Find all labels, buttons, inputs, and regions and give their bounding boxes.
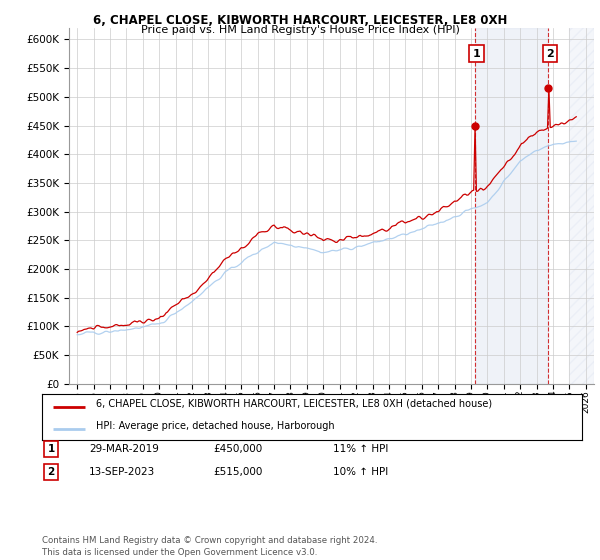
Point (544, 84, 553, 93)
Text: 11% ↑ HPI: 11% ↑ HPI (333, 444, 388, 454)
Text: 1: 1 (47, 444, 55, 454)
Text: 2: 2 (546, 49, 554, 59)
Bar (569, 28, 594, 384)
Text: 6, CHAPEL CLOSE, KIBWORTH HARCOURT, LEICESTER, LE8 0XH (detached house): 6, CHAPEL CLOSE, KIBWORTH HARCOURT, LEIC… (96, 398, 492, 408)
Text: 29-MAR-2019: 29-MAR-2019 (89, 444, 158, 454)
Text: 10% ↑ HPI: 10% ↑ HPI (333, 467, 388, 477)
Text: 13-SEP-2023: 13-SEP-2023 (89, 467, 155, 477)
Text: 6, CHAPEL CLOSE, KIBWORTH HARCOURT, LEICESTER, LE8 0XH: 6, CHAPEL CLOSE, KIBWORTH HARCOURT, LEIC… (93, 14, 507, 27)
Text: HPI: Average price, detached house, Harborough: HPI: Average price, detached house, Harb… (96, 421, 335, 431)
Bar (475, 28, 548, 384)
Point (470, 121, 479, 130)
Text: 2: 2 (47, 467, 55, 477)
Text: £515,000: £515,000 (213, 467, 262, 477)
Text: £450,000: £450,000 (213, 444, 262, 454)
Text: Price paid vs. HM Land Registry's House Price Index (HPI): Price paid vs. HM Land Registry's House … (140, 25, 460, 35)
Text: Contains HM Land Registry data © Crown copyright and database right 2024.
This d: Contains HM Land Registry data © Crown c… (42, 536, 377, 557)
Text: 1: 1 (473, 49, 481, 59)
